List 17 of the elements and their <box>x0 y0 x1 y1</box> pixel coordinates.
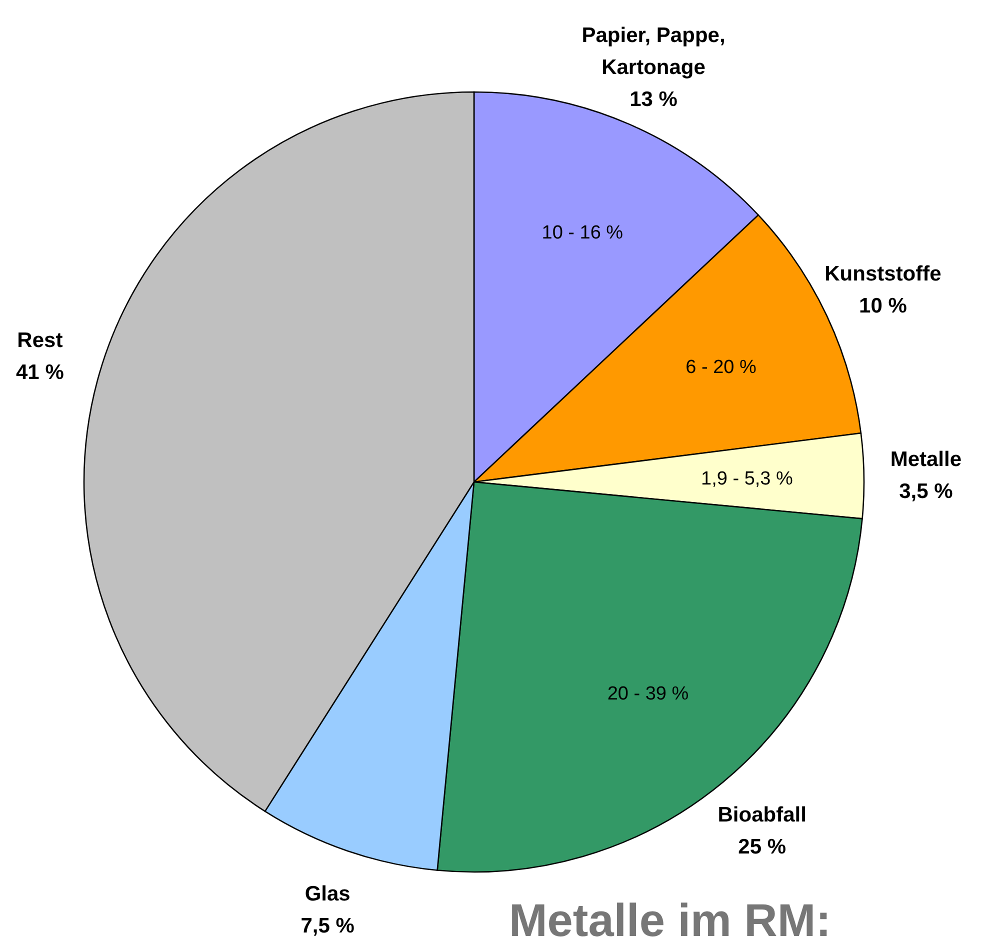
slice-label: Kunststoffe <box>824 262 942 286</box>
text: 10 - 16 % <box>542 222 624 244</box>
text: 1,9 - 5,3 % <box>701 468 793 490</box>
data-label: 41 % <box>16 360 64 384</box>
data-label: 25 % <box>738 835 786 858</box>
slice-label: Metalle <box>890 448 962 471</box>
data-label: 13 % <box>630 88 678 112</box>
slice-label: Papier, Pappe, Kartonage <box>582 24 726 80</box>
text: 20 - 39 % <box>607 683 689 704</box>
data-label: 10 % <box>859 294 908 318</box>
text: Metalle im RM: <box>508 894 832 946</box>
data-label: 3,5 % <box>899 480 954 503</box>
slice-label: Rest <box>17 328 63 352</box>
text: 6 - 20 % <box>686 356 756 378</box>
data-label: 7,5 % <box>300 914 355 938</box>
slice-label: Bioabfall <box>718 803 806 826</box>
slice-label: Glas <box>304 882 350 906</box>
